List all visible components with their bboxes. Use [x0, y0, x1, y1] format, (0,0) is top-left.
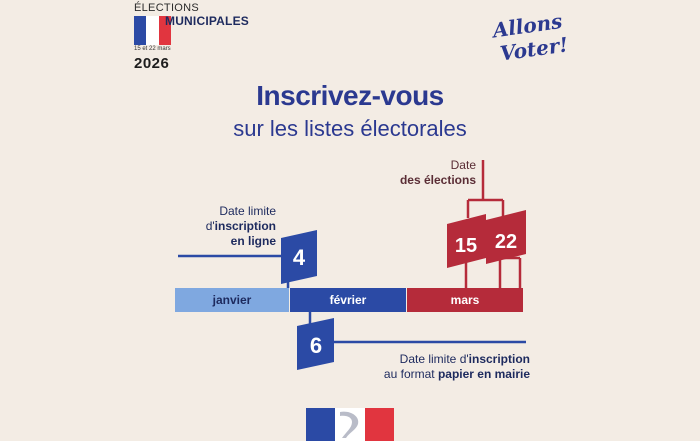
election-year: 2026	[134, 55, 170, 72]
allons-voter-logo: Allons Voter!	[489, 9, 569, 66]
badge-election1-day: 15	[455, 235, 477, 257]
elections-label: ÉLECTIONS	[134, 2, 200, 14]
badge-election1-shape	[447, 214, 486, 268]
badge-paper-shape	[297, 318, 334, 370]
label-election-date: Date des élections	[399, 158, 476, 187]
badge-election2-day: 22	[495, 231, 517, 253]
election-dates: 15 et 22 mars	[134, 46, 171, 52]
badge-online-day: 4	[293, 245, 306, 270]
page-title: Inscrivez-vous	[256, 80, 444, 111]
badge-paper-day: 6	[310, 333, 322, 358]
badge-online-shape	[281, 230, 317, 284]
label-paper-deadline: Date limite d'inscription au format papi…	[383, 352, 530, 381]
badge-election2-shape	[486, 210, 526, 264]
month-january: janvier	[175, 288, 289, 312]
republique-francaise-logo	[306, 408, 394, 441]
month-march: mars	[407, 288, 523, 312]
page-subtitle: sur les listes électorales	[233, 116, 467, 141]
french-flag-icon	[134, 16, 171, 45]
label-online-deadline: Date limite d'inscription en ligne	[205, 204, 276, 248]
municipales-label: MUNICIPALES	[165, 14, 249, 28]
month-february: février	[290, 288, 406, 312]
